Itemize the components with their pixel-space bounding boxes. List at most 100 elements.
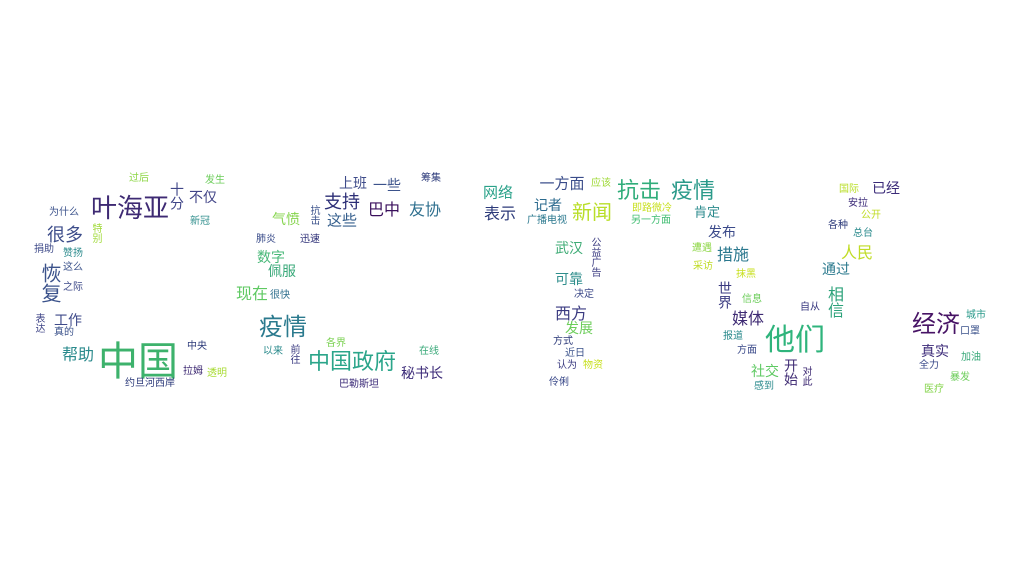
word-zongtai: 总台: [853, 228, 873, 239]
word-fangshi: 方式: [553, 336, 573, 347]
word-duici: 对此: [800, 366, 811, 386]
word-shejiao: 社交: [751, 364, 779, 380]
word-guangbo-dianshi: 广播电视: [527, 215, 567, 226]
word-zhongguo: 中国: [98, 339, 178, 385]
word-gongkai: 公开: [861, 210, 881, 221]
word-yifangmian: 一方面: [539, 174, 585, 193]
word-kaishi: 开始: [782, 358, 798, 386]
word-renwei: 认为: [557, 360, 577, 371]
word-anla: 安拉: [848, 198, 868, 209]
word-mishuzhang: 秘书长: [401, 366, 443, 382]
word-renmin: 人民: [840, 243, 874, 262]
word-tongguo: 通过: [822, 262, 850, 278]
word-guohou: 过后: [129, 173, 149, 184]
word-zanyang: 赞扬: [63, 248, 83, 259]
word-touming: 透明: [207, 368, 227, 379]
word-zicong: 自从: [800, 302, 820, 313]
word-xinwen: 新闻: [572, 200, 612, 224]
word-fangmian: 方面: [737, 345, 757, 356]
word-bazhong: 巴中: [367, 200, 401, 219]
word-kouzhao: 口罩: [960, 326, 980, 337]
word-henkuai: 很快: [270, 290, 290, 301]
word-yinggai: 应该: [591, 178, 611, 189]
word-gezhong: 各种: [828, 220, 848, 231]
word-youxie: 友协: [408, 200, 442, 219]
word-xunsu: 迅速: [300, 234, 320, 245]
word-tamen: 他们: [765, 323, 825, 358]
word-kangji: 抗击: [616, 179, 662, 204]
word-yilai: 以来: [263, 346, 283, 357]
word-zaoyu: 遭遇: [692, 243, 712, 254]
word-mohei: 抹黑: [736, 269, 756, 280]
word-gongyi-guanggao: 公益广告: [589, 237, 600, 277]
word-xifang: 西方: [554, 304, 588, 323]
word-meiti: 媒体: [731, 309, 765, 328]
word-jiayou: 加油: [961, 352, 981, 363]
word-balesitan: 巴勒斯坦: [339, 379, 379, 390]
word-shangban: 上班: [339, 176, 367, 192]
word-chengshi: 城市: [966, 310, 986, 321]
word-yiqing: 疫情: [259, 313, 307, 341]
word-quanli: 全力: [919, 360, 939, 371]
word-jizhe: 记者: [534, 198, 562, 214]
word-zhiji: 之际: [63, 282, 83, 293]
word-zhongyang: 中央: [187, 341, 207, 352]
word-feiyan: 肺炎: [256, 234, 276, 245]
word-qifen: 气愤: [272, 212, 300, 228]
word-baodao: 报道: [723, 331, 743, 342]
word-gejie: 各界: [326, 338, 346, 349]
word-fazhan: 发展: [565, 321, 593, 337]
word-kending: 肯定: [693, 205, 721, 221]
word-baofa: 暴发: [950, 372, 970, 383]
word-xiangxin: 相信: [825, 286, 844, 318]
word-jilu-weileng: 即路微冷: [632, 203, 672, 214]
word-kekao: 可靠: [555, 272, 583, 288]
word-qianwang: 前往: [288, 344, 299, 364]
word-jingji: 经济: [912, 310, 960, 338]
word-cuoshi: 措施: [716, 245, 750, 264]
word-zhende: 真的: [54, 327, 74, 338]
word-yuedan-hexi-an: 约旦河西岸: [125, 378, 175, 389]
word-zheme: 这么: [63, 262, 83, 273]
word-kangji-2: 抗击: [308, 205, 319, 225]
word-bangzhu: 帮助: [61, 345, 95, 364]
word-yehaiya: 叶海亚: [90, 194, 170, 224]
word-fabu: 发布: [708, 225, 736, 241]
word-yiqing-2: 疫情: [670, 179, 716, 204]
word-chouji: 筹集: [421, 173, 441, 184]
word-bujin: 不仅: [189, 190, 217, 206]
word-jinri: 近日: [565, 348, 585, 359]
word-juanzhu: 捐助: [34, 244, 54, 255]
word-yiliao: 医疗: [924, 384, 944, 395]
word-jueding: 决定: [574, 289, 594, 300]
word-shifen: 十分: [168, 182, 184, 210]
word-lingli: 伶俐: [549, 377, 569, 388]
word-xianzai: 现在: [235, 284, 269, 303]
word-caifang: 采访: [693, 261, 713, 272]
word-huifu: 恢复: [38, 263, 62, 303]
word-tebie: 特别: [90, 223, 101, 243]
word-shijie: 世界: [716, 281, 732, 309]
word-biaoda: 表达: [33, 313, 44, 333]
word-zhexie: 这些: [326, 211, 358, 230]
word-ling-yifangmian: 另一方面: [631, 215, 671, 226]
word-zhichi: 支持: [324, 192, 360, 213]
word-lamu: 拉姆: [183, 366, 203, 377]
word-yixie: 一些: [373, 178, 401, 194]
word-biaoshi: 表示: [483, 204, 517, 223]
word-guoji: 国际: [839, 184, 859, 195]
word-xinguan: 新冠: [190, 216, 210, 227]
word-fasheng: 发生: [205, 175, 225, 186]
word-zaixian: 在线: [419, 346, 439, 357]
word-gongzuo: 工作: [54, 313, 82, 329]
word-yijing: 已经: [872, 181, 900, 197]
word-zhongguo-zhengfu: 中国政府: [307, 350, 397, 375]
word-weishenme: 为什么: [49, 207, 79, 218]
word-gandao: 感到: [754, 381, 774, 392]
word-peifu: 佩服: [268, 264, 296, 280]
word-wuzi: 物资: [583, 360, 603, 371]
word-wangluo: 网络: [482, 183, 514, 202]
word-zhenshi: 真实: [921, 344, 949, 360]
word-xinxi: 信息: [742, 294, 762, 305]
